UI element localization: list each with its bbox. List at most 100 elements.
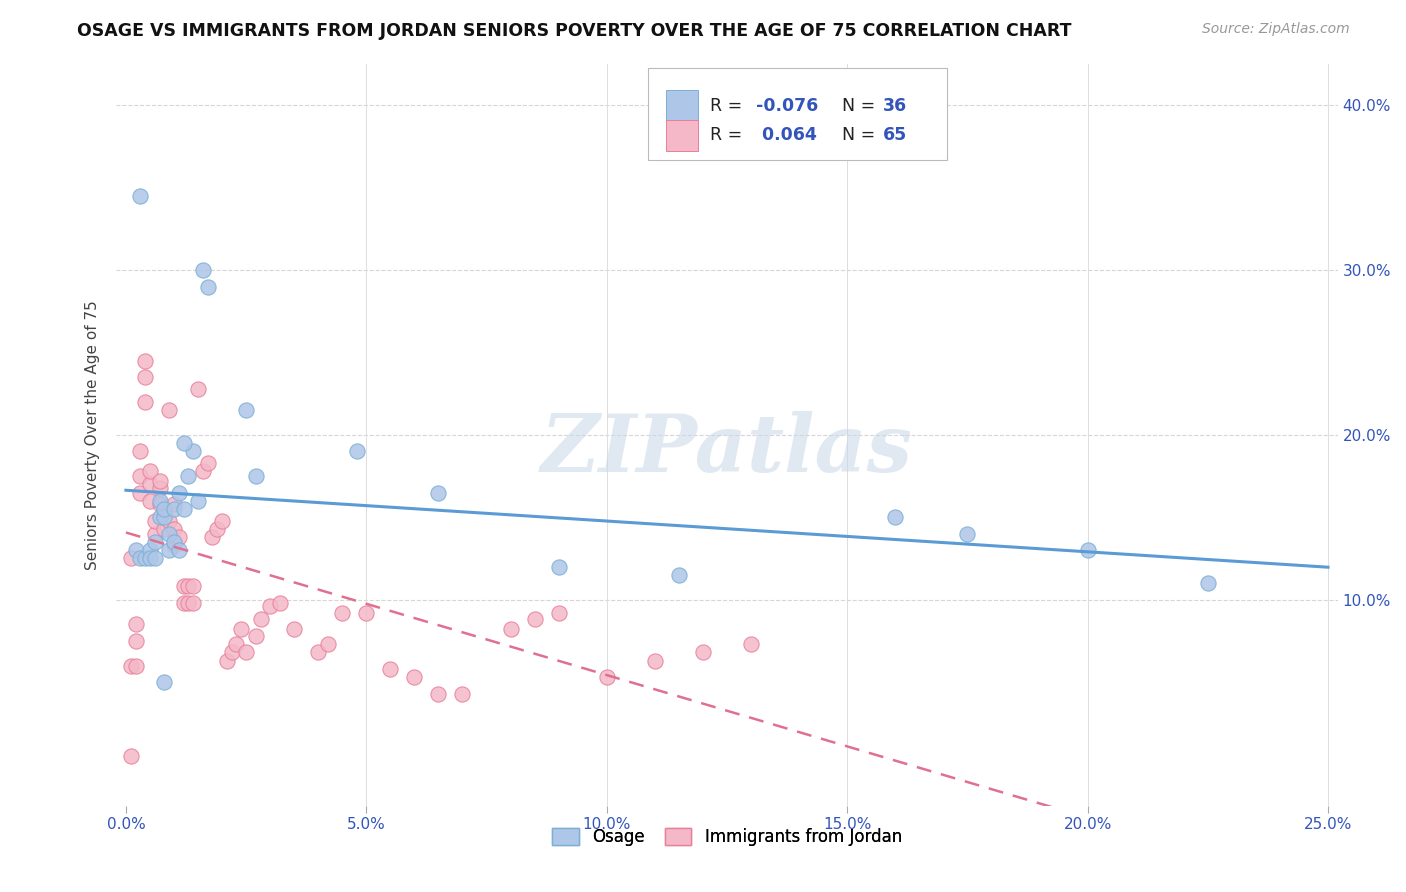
Point (330, 606, 353, 620)
Point (153, 510, 176, 524)
Point (307, 645, 329, 659)
Point (129, 469, 152, 483)
Point (139, 493, 162, 508)
FancyBboxPatch shape (666, 120, 697, 151)
Point (167, 543, 190, 558)
Point (129, 485, 152, 500)
Point (596, 670, 619, 684)
Point (215, 654, 238, 668)
Point (181, 579, 204, 593)
Point (221, 645, 243, 659)
Point (427, 485, 450, 500)
Point (1077, 543, 1099, 558)
Point (187, 493, 209, 508)
Point (177, 579, 200, 593)
Point (139, 551, 162, 566)
Point (153, 502, 176, 516)
Point (167, 530, 190, 544)
Point (547, 559, 569, 574)
Point (249, 612, 271, 626)
Point (129, 444, 152, 458)
Point (163, 522, 186, 536)
Point (316, 637, 339, 651)
Point (956, 526, 979, 541)
Point (173, 436, 195, 450)
Point (427, 687, 450, 701)
Point (157, 403, 180, 417)
Text: Source: ZipAtlas.com: Source: ZipAtlas.com (1202, 22, 1350, 37)
Point (163, 538, 186, 552)
Point (124, 617, 146, 632)
Point (499, 622, 522, 636)
Point (148, 493, 170, 508)
Point (129, 551, 152, 566)
Text: R =: R = (710, 127, 742, 145)
Point (283, 622, 305, 636)
Point (225, 637, 247, 651)
Text: -0.076: -0.076 (756, 96, 818, 114)
Point (207, 522, 229, 536)
Point (163, 502, 186, 516)
Point (884, 510, 907, 524)
Point (173, 502, 195, 516)
Point (245, 469, 267, 483)
Point (134, 353, 156, 368)
Point (269, 596, 291, 610)
FancyBboxPatch shape (666, 90, 697, 121)
Text: 36: 36 (883, 96, 907, 114)
Point (148, 510, 170, 524)
Point (143, 535, 166, 549)
Point (197, 456, 219, 470)
Point (163, 497, 186, 511)
Point (153, 675, 176, 690)
Point (181, 596, 204, 610)
Point (1197, 576, 1219, 591)
Point (139, 543, 162, 558)
Point (143, 514, 166, 528)
Point (356, 606, 378, 620)
Point (157, 514, 180, 528)
Point (173, 579, 195, 593)
Text: R =: R = (710, 96, 742, 114)
Point (148, 474, 170, 488)
Point (197, 279, 219, 293)
Point (148, 481, 170, 495)
Point (259, 599, 281, 614)
Point (129, 189, 152, 203)
Point (167, 485, 190, 500)
Point (124, 633, 146, 648)
Text: 0.064: 0.064 (756, 127, 817, 145)
Text: N =: N = (842, 96, 875, 114)
Point (181, 444, 204, 458)
Point (157, 543, 180, 558)
Point (692, 645, 714, 659)
Text: 65: 65 (883, 127, 907, 145)
Point (143, 526, 166, 541)
Point (124, 543, 146, 558)
Text: ZIPatlas: ZIPatlas (541, 411, 912, 489)
Point (120, 749, 142, 764)
Point (153, 505, 176, 519)
Point (177, 596, 200, 610)
Point (134, 395, 156, 409)
Point (231, 622, 253, 636)
Point (139, 464, 162, 478)
Point (163, 535, 186, 549)
Y-axis label: Seniors Poverty Over the Age of 75: Seniors Poverty Over the Age of 75 (86, 300, 100, 570)
Point (346, 444, 368, 458)
Point (235, 403, 257, 417)
Point (547, 606, 569, 620)
FancyBboxPatch shape (648, 68, 946, 161)
Point (120, 551, 142, 566)
Point (173, 596, 195, 610)
Point (404, 670, 426, 684)
Point (124, 658, 146, 673)
Point (668, 568, 690, 582)
Point (380, 662, 402, 676)
Point (451, 687, 474, 701)
Point (523, 612, 546, 626)
Point (235, 645, 257, 659)
Point (153, 522, 176, 536)
Point (191, 263, 214, 277)
Point (148, 497, 170, 511)
